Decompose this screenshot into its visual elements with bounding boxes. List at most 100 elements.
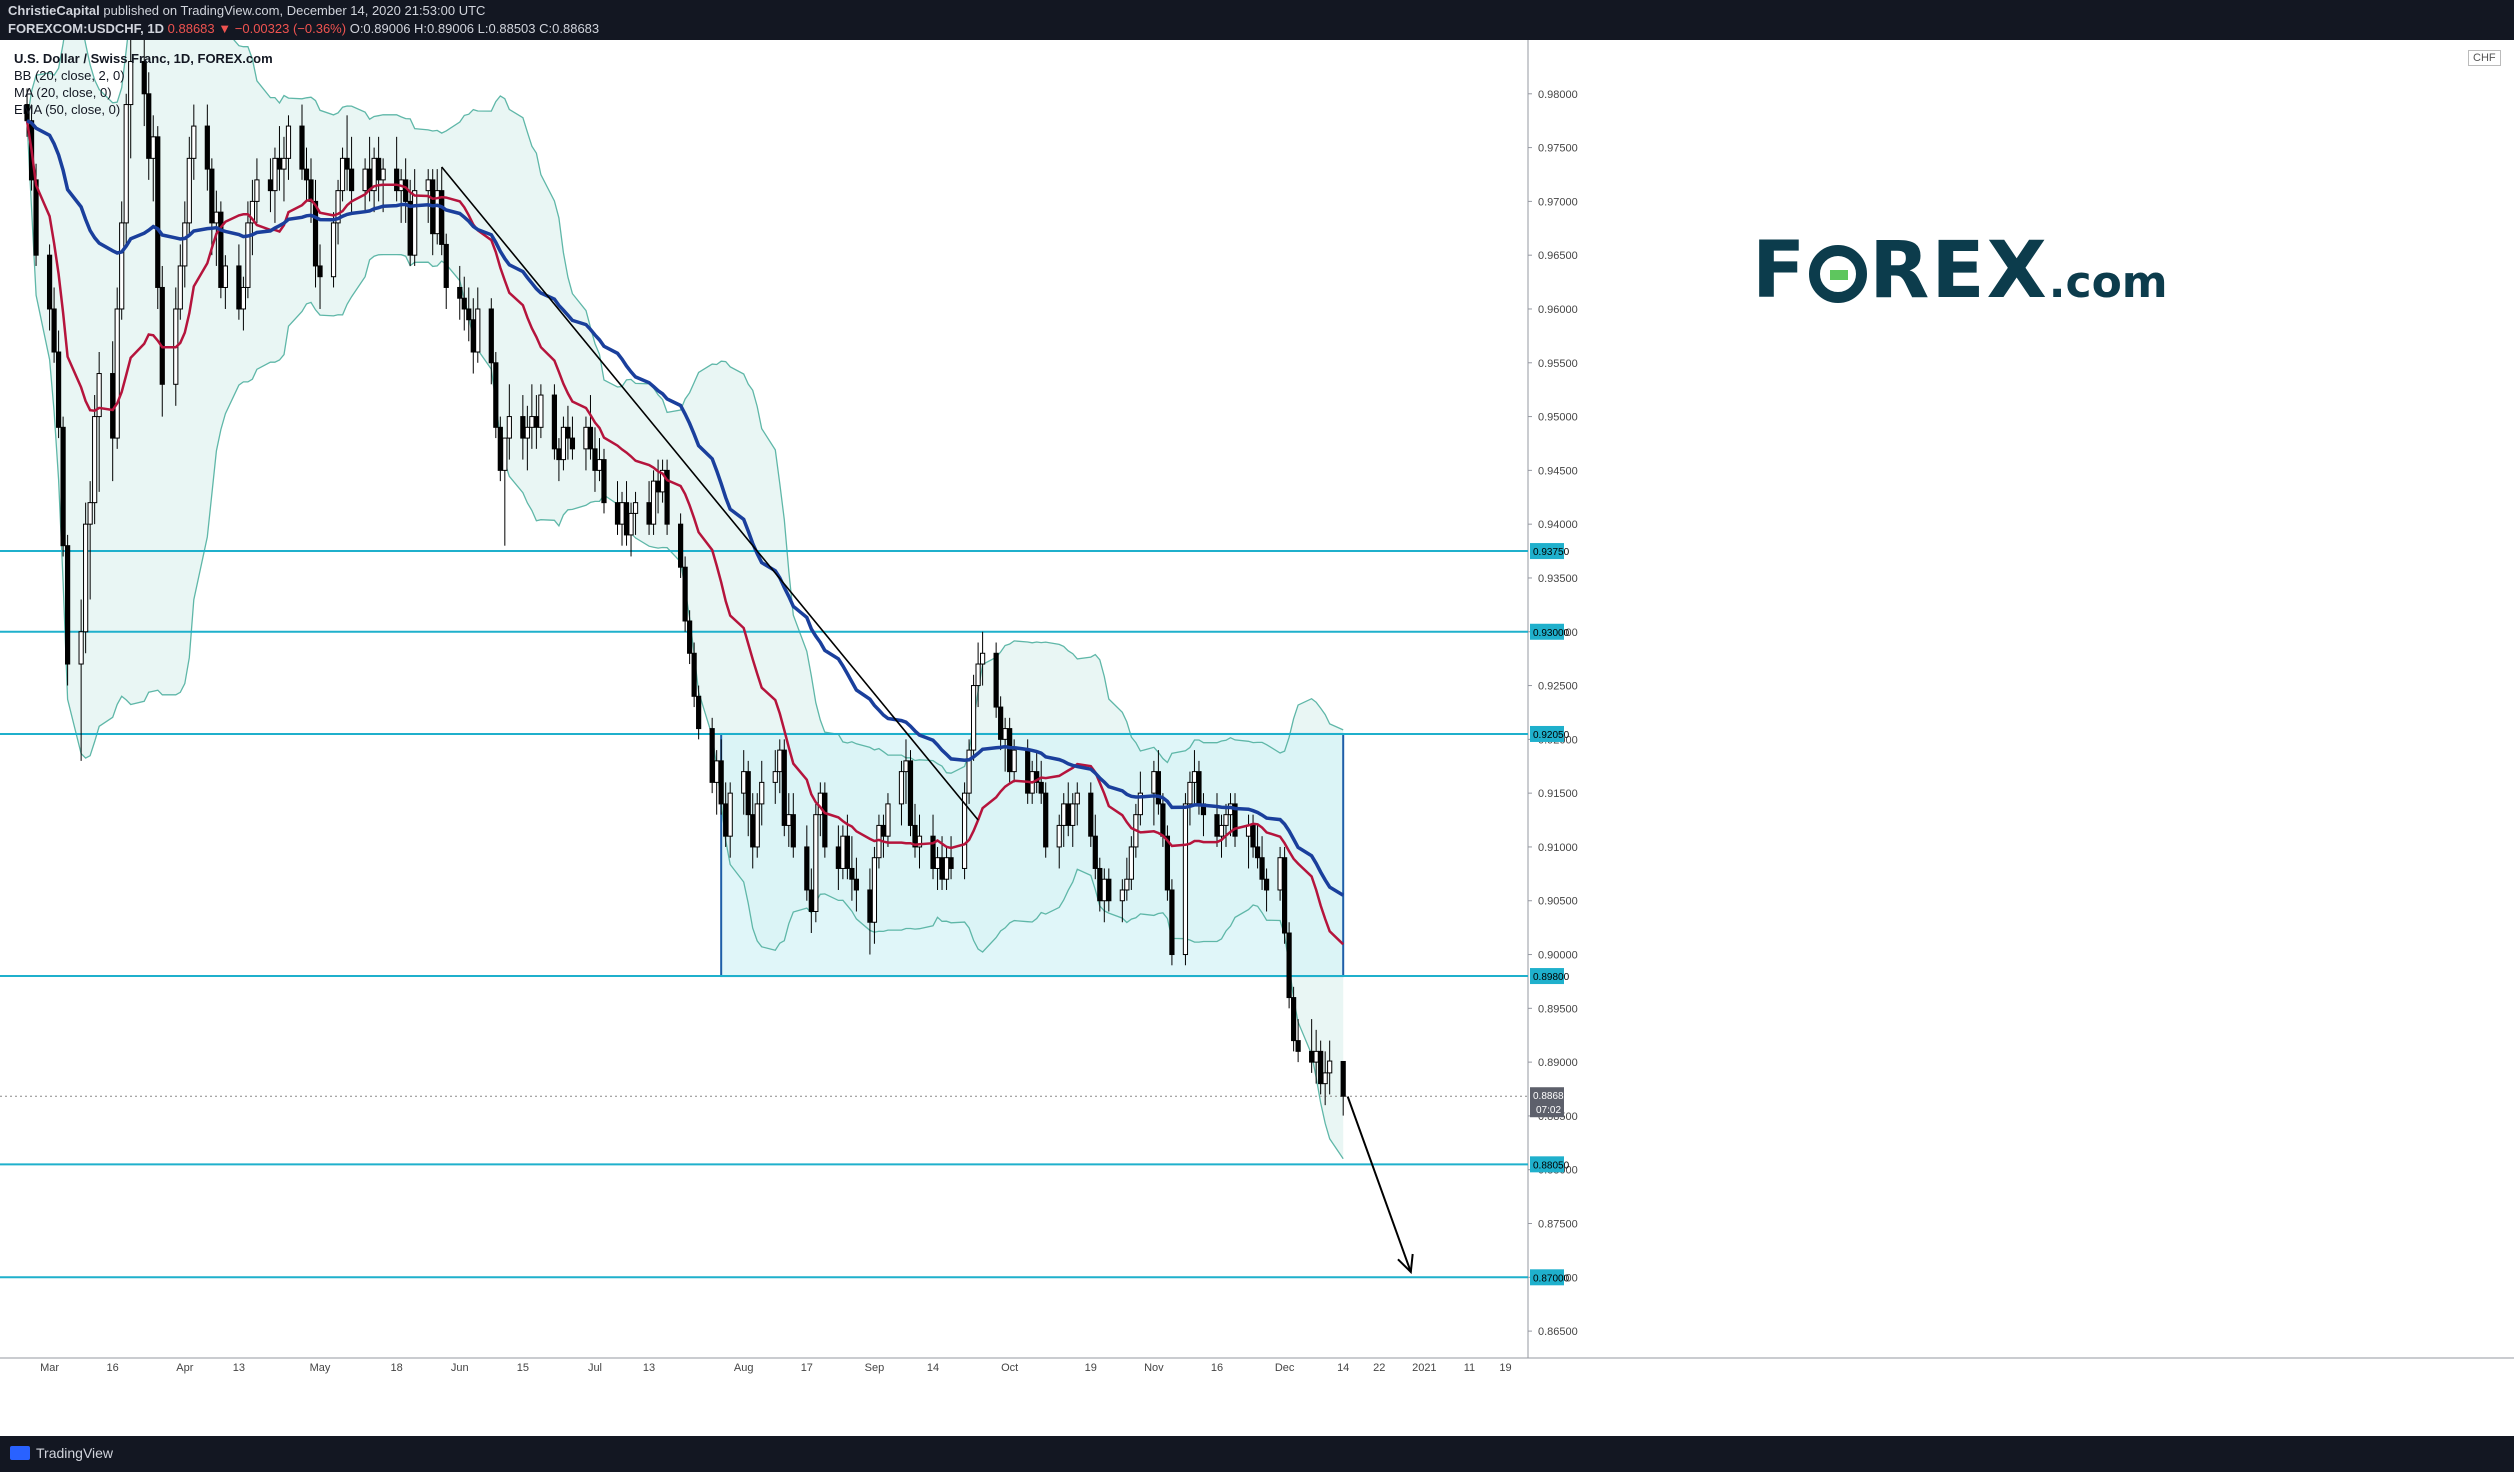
price-chart[interactable]: 0.98000 0.97500 0.97000 0.96500 0.96000 0.955… bbox=[0, 40, 2514, 1436]
candle-body bbox=[682, 566, 688, 622]
candle-body bbox=[1106, 878, 1112, 902]
candle-body bbox=[335, 190, 341, 224]
candle-body bbox=[209, 168, 215, 224]
legend-ema[interactable]: EMA (50, close, 0) bbox=[14, 102, 121, 117]
legend-bb[interactable]: BB (20, close, 2, 0) bbox=[14, 68, 125, 83]
change-text: −0.00323 (−0.36%) bbox=[234, 21, 347, 36]
last-price-tag bbox=[1530, 1087, 1564, 1118]
publisher-name[interactable]: ChristieCapital bbox=[8, 3, 100, 18]
candle-body bbox=[569, 437, 576, 450]
tradingview-brand[interactable]: TradingView bbox=[10, 1445, 113, 1461]
candle bbox=[727, 782, 733, 858]
candle-body bbox=[1155, 771, 1161, 805]
candle bbox=[628, 502, 634, 557]
candle-body bbox=[339, 157, 346, 192]
candle bbox=[1119, 879, 1125, 923]
candle-body bbox=[804, 846, 810, 891]
candle bbox=[813, 803, 819, 923]
candle bbox=[687, 610, 693, 665]
candle-body bbox=[493, 362, 499, 428]
price-tick-label: 0.90500 bbox=[1538, 896, 1578, 908]
candle bbox=[587, 395, 594, 460]
candle bbox=[1318, 1040, 1324, 1095]
logo-text-com: .com bbox=[2048, 257, 2168, 308]
candle bbox=[754, 793, 760, 858]
price-tick-label: 0.91000 bbox=[1538, 842, 1578, 854]
candle-body bbox=[488, 308, 494, 364]
candle bbox=[759, 760, 765, 826]
candle-body bbox=[1187, 781, 1193, 805]
time-tick-label: 13 bbox=[643, 1362, 655, 1374]
candle-body bbox=[646, 502, 652, 525]
candle-body bbox=[966, 749, 972, 794]
candle bbox=[980, 631, 986, 686]
candle-body bbox=[614, 502, 621, 525]
candle-body bbox=[772, 771, 778, 783]
candle bbox=[348, 136, 355, 213]
last-price-tag-value: 0.88683 bbox=[1533, 1091, 1570, 1102]
candle-body bbox=[1043, 792, 1049, 848]
candle-body bbox=[457, 286, 463, 299]
candle bbox=[998, 696, 1004, 751]
candle bbox=[506, 384, 512, 460]
candle-body bbox=[790, 814, 796, 848]
candle bbox=[475, 287, 481, 363]
price-tick-label: 0.93500 bbox=[1538, 573, 1578, 585]
level-price-tag-label: 0.87000 bbox=[1533, 1273, 1570, 1284]
time-tick-label: 14 bbox=[1337, 1362, 1349, 1374]
candle-body bbox=[1286, 932, 1292, 999]
candle bbox=[254, 158, 260, 223]
candle-body bbox=[1124, 878, 1130, 891]
candle-body bbox=[60, 426, 66, 547]
candle-body bbox=[1061, 803, 1067, 826]
time-tick-label: Dec bbox=[1275, 1362, 1295, 1374]
candle bbox=[439, 166, 445, 256]
candle-body bbox=[1295, 1040, 1301, 1052]
open-text: O:0.89006 bbox=[349, 21, 411, 36]
candle bbox=[46, 244, 53, 331]
candle-body bbox=[502, 437, 508, 471]
time-tick-label: 16 bbox=[1211, 1362, 1223, 1374]
candle-body bbox=[628, 512, 634, 536]
candle-body bbox=[330, 222, 337, 278]
level-price-tag bbox=[1530, 543, 1564, 560]
level-price-tag bbox=[1530, 1156, 1564, 1173]
legend-ma[interactable]: MA (20, close, 0) bbox=[14, 85, 112, 100]
candle-body bbox=[1340, 1060, 1346, 1097]
candle-body bbox=[236, 265, 242, 310]
candle-body bbox=[592, 448, 598, 471]
candle bbox=[1088, 782, 1094, 847]
candle bbox=[993, 642, 999, 718]
price-tick-label: 0.92500 bbox=[1538, 681, 1578, 693]
candle bbox=[1106, 868, 1112, 912]
candle bbox=[155, 126, 161, 309]
candle-body bbox=[623, 502, 630, 536]
candle-body bbox=[970, 685, 977, 751]
price-tick-label: 0.96500 bbox=[1538, 250, 1578, 262]
level-price-tag bbox=[1530, 968, 1564, 985]
candle-body bbox=[1025, 749, 1031, 794]
candle bbox=[87, 481, 93, 600]
last-price-countdown: 07:02 bbox=[1536, 1105, 1561, 1116]
high-text: H:0.89006 bbox=[414, 21, 475, 36]
candle bbox=[560, 416, 567, 471]
price-tick-label: 0.96000 bbox=[1538, 304, 1578, 316]
time-tick-label: 13 bbox=[233, 1362, 245, 1374]
candle-body bbox=[844, 835, 850, 869]
candle bbox=[502, 437, 508, 546]
legend-title[interactable]: U.S. Dollar / Swiss Franc, 1D, FOREX.com bbox=[14, 51, 273, 66]
candle-body bbox=[934, 857, 941, 869]
currency-label[interactable]: CHF bbox=[2468, 50, 2501, 66]
down-arrow-icon: ▼ bbox=[218, 21, 232, 36]
candle bbox=[601, 448, 607, 514]
time-tick-label: 15 bbox=[517, 1362, 529, 1374]
candle-body bbox=[961, 792, 968, 869]
candle bbox=[1187, 771, 1193, 826]
level-price-tag bbox=[1530, 623, 1564, 640]
candle-body bbox=[376, 157, 382, 181]
time-tick-label: 19 bbox=[1499, 1362, 1511, 1374]
candle-body bbox=[466, 308, 472, 321]
candle bbox=[781, 739, 787, 837]
tradingview-logo-icon bbox=[10, 1446, 30, 1460]
candle-body bbox=[835, 846, 841, 869]
